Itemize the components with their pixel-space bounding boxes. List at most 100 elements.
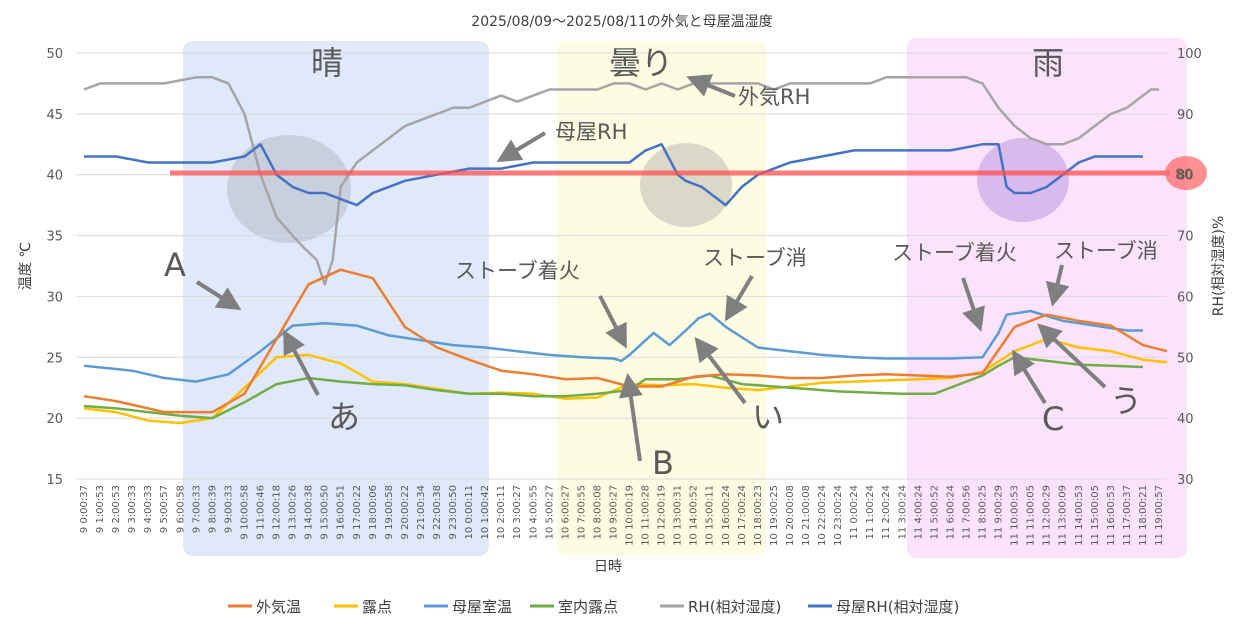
x-tick-label-15: 9 15:00:50	[320, 485, 331, 539]
x-tick-label-41: 10 17:00:24	[737, 485, 748, 546]
arrow-letter-c	[1011, 349, 1047, 405]
legend-label-5: 母屋RH(相対湿度)	[836, 598, 959, 616]
legend-label-2: 母屋室温	[452, 598, 512, 616]
arrow-kana-i	[694, 336, 747, 405]
region-label-cloudy: 曇り	[609, 44, 673, 82]
x-tick-label-16: 9 16:00:51	[336, 485, 347, 539]
highlight-ellipse-2	[640, 143, 732, 227]
y-axis-label: 温度 ℃	[18, 242, 34, 290]
y2-tick-label-2: 50	[1177, 351, 1194, 366]
x-tick-label-32: 10 8:00:08	[592, 485, 603, 539]
legend-label-4: RH(相対湿度)	[688, 598, 781, 616]
reference-marker	[1165, 156, 1207, 190]
x-tick-label-6: 9 6:00:58	[175, 485, 186, 533]
arrow-stove-on-1	[598, 295, 627, 349]
legend-label-0: 外気温	[256, 598, 301, 616]
y2-axis-label: RH(相対湿度)%	[1211, 216, 1227, 316]
x-tick-label-44: 10 20:00:08	[785, 485, 796, 546]
x-tick-label-45: 10 21:00:08	[801, 485, 812, 546]
arrow-kana-u	[1037, 323, 1107, 389]
y-tick-label-0: 15	[46, 473, 63, 488]
x-tick-label-51: 11 3:00:24	[897, 485, 908, 539]
arrow-outside-rh	[686, 74, 736, 98]
x-tick-label-35: 10 11:00:28	[641, 485, 652, 546]
x-tick-label-46: 10 22:00:24	[817, 485, 828, 546]
x-tick-label-1: 9 1:00:53	[95, 485, 106, 533]
x-tick-label-64: 11 16:00:53	[1106, 485, 1117, 546]
y2-tick-label-0: 30	[1177, 473, 1194, 488]
reference-marker-label: 80	[1175, 167, 1193, 183]
x-tick-label-54: 11 6:00:24	[945, 485, 956, 539]
legend-label-1: 露点	[362, 598, 392, 616]
x-tick-label-39: 10 15:00:11	[705, 485, 716, 546]
arrow-kana-a	[283, 329, 320, 396]
y-tick-label-4: 35	[46, 230, 63, 245]
x-axis-label: 日時	[594, 559, 622, 575]
legend-label-3: 室内露点	[558, 598, 618, 616]
x-tick-label-53: 11 5:00:52	[929, 485, 940, 539]
x-tick-label-24: 10 0:00:11	[464, 485, 475, 539]
arrow-stove-on-2	[961, 277, 985, 332]
x-tick-label-12: 9 12:00:18	[272, 485, 283, 539]
x-tick-label-30: 10 6:00:27	[560, 485, 571, 539]
region-label-rain: 雨	[1032, 44, 1064, 82]
arrow-letter-a	[195, 280, 242, 311]
x-tick-label-42: 10 18:00:23	[753, 485, 764, 546]
x-tick-label-40: 10 16:00:24	[721, 485, 732, 546]
x-tick-label-66: 11 18:00:21	[1138, 485, 1149, 546]
x-tick-label-22: 9 22:00:38	[432, 485, 443, 539]
x-tick-label-49: 11 1:00:24	[865, 485, 876, 539]
axis-layer: 15 20 25 30 35 40 45 50 30 40 50 60 70 80 90 100 9 0:00:…	[46, 47, 1201, 546]
y2-tick-label-3: 60	[1177, 290, 1194, 305]
series-line-5	[84, 143, 1143, 207]
x-tick-label-56: 11 8:00:25	[978, 485, 989, 539]
x-tick-label-38: 10 14:00:52	[689, 485, 700, 546]
x-tick-label-28: 10 4:00:55	[528, 485, 539, 539]
x-tick-label-13: 9 13:00:26	[288, 485, 299, 539]
x-tick-label-9: 9 9:00:33	[223, 485, 234, 533]
annotation-stove-on-2: ストーブ着火	[892, 241, 1017, 265]
y2-tick-label-7: 100	[1177, 47, 1202, 62]
x-tick-label-43: 10 19:00:25	[769, 485, 780, 546]
x-tick-label-47: 10 23:00:24	[833, 485, 844, 546]
annotation-kana-a: あ	[328, 398, 360, 436]
x-tick-label-25: 10 1:00:42	[480, 485, 491, 539]
chart-title: 2025/08/09～2025/08/11の外気と母屋温湿度	[471, 14, 772, 30]
y-tick-label-1: 20	[46, 412, 63, 427]
x-tick-label-61: 11 13:00:09	[1058, 485, 1069, 546]
y-tick-label-3: 30	[46, 290, 63, 305]
x-tick-label-63: 11 15:00:05	[1090, 485, 1101, 546]
y-tick-label-6: 45	[46, 108, 63, 123]
x-tick-label-17: 9 17:00:22	[352, 485, 363, 539]
x-tick-label-7: 9 7:00:33	[191, 485, 202, 533]
y2-tick-label-6: 90	[1177, 108, 1194, 123]
x-tick-label-10: 9 10:00:58	[240, 485, 251, 539]
x-tick-label-11: 9 11:00:46	[256, 485, 267, 539]
highlight-ellipse-1	[227, 135, 351, 243]
x-tick-label-14: 9 14:00:38	[304, 485, 315, 539]
annotation-letter-b: B	[652, 444, 674, 482]
x-tick-label-65: 11 17:00:37	[1122, 485, 1133, 546]
y2-tick-label-5: 80	[1177, 169, 1194, 184]
x-tick-label-19: 9 19:00:58	[384, 485, 395, 539]
x-tick-label-8: 9 8:00:39	[207, 485, 218, 533]
x-tick-label-67: 11 19:00:57	[1154, 485, 1165, 546]
x-tick-label-4: 9 4:00:33	[143, 485, 154, 533]
x-tick-label-36: 10 12:00:19	[657, 485, 668, 546]
series-layer	[83, 76, 1168, 425]
x-tick-label-21: 9 21:00:34	[416, 485, 427, 539]
arrow-stove-off-1	[724, 274, 754, 322]
x-tick-label-34: 10 10:00:19	[625, 485, 636, 546]
arrow-house-rh	[496, 131, 547, 163]
x-tick-label-55: 11 7:00:56	[961, 485, 972, 539]
annotation-stove-off-2: ストーブ消	[1054, 239, 1158, 263]
series-line-2	[83, 309, 1143, 383]
annotation-stove-off-1: ストーブ消	[703, 246, 807, 270]
x-tick-label-23: 9 23:00:50	[448, 485, 459, 539]
x-tick-label-57: 11 9:00:29	[994, 485, 1005, 539]
x-tick-label-48: 11 0:00:24	[849, 485, 860, 539]
annotation-outside-rh: 外気RH	[738, 85, 810, 109]
x-tick-label-18: 9 18:00:06	[368, 485, 379, 539]
